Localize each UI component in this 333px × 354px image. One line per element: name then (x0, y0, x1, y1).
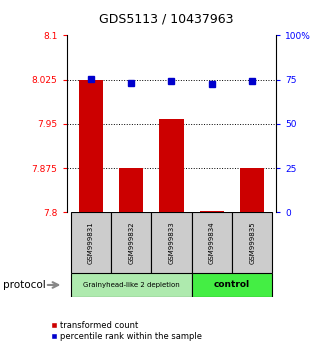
Text: control: control (214, 280, 250, 290)
Legend: transformed count, percentile rank within the sample: transformed count, percentile rank withi… (48, 317, 205, 344)
Bar (71, 212, 111, 273)
Text: GSM999833: GSM999833 (168, 221, 174, 264)
Bar (200, 211, 224, 212)
Text: Grainyhead-like 2 depletion: Grainyhead-like 2 depletion (83, 282, 179, 288)
Bar (160, 119, 183, 212)
Text: GSM999834: GSM999834 (209, 221, 215, 264)
Text: GDS5113 / 10437963: GDS5113 / 10437963 (99, 12, 234, 25)
Bar (232, 212, 272, 273)
Bar (111, 212, 151, 273)
Bar (240, 167, 264, 212)
Bar (151, 212, 192, 273)
Text: protocol: protocol (3, 280, 46, 290)
Bar (79, 80, 103, 212)
Bar (119, 168, 143, 212)
Bar (71, 273, 192, 297)
Text: GSM999831: GSM999831 (88, 221, 94, 264)
Bar (192, 212, 232, 273)
Text: GSM999835: GSM999835 (249, 221, 255, 264)
Text: GSM999832: GSM999832 (128, 221, 134, 264)
Bar (192, 273, 272, 297)
